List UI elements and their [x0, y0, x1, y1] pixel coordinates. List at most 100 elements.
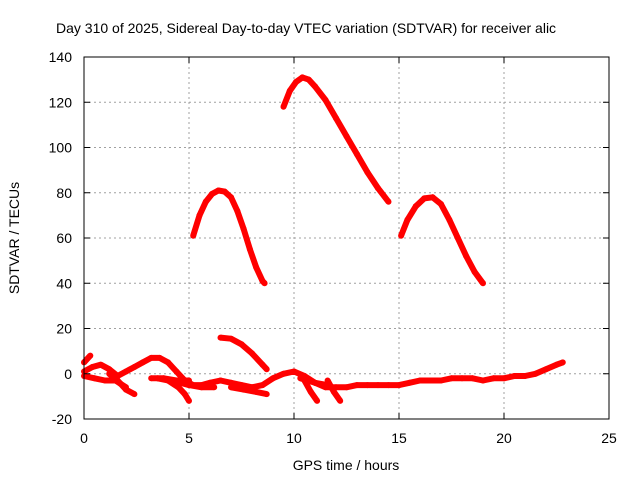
y-tick-label: 20: [56, 321, 72, 337]
data-point: [186, 382, 192, 389]
data-point: [253, 388, 260, 395]
data-point: [364, 169, 371, 176]
x-axis-label: GPS time / hours: [293, 457, 400, 473]
data-point: [160, 375, 167, 382]
y-axis-label: SDTVAR / TECUs: [6, 182, 22, 294]
data-point: [412, 203, 419, 210]
data-point: [165, 359, 171, 366]
y-tick-label: 60: [56, 230, 72, 246]
data-point: [559, 359, 566, 366]
data-point: [312, 83, 318, 90]
data-point: [261, 280, 268, 287]
data-point: [114, 377, 121, 384]
data-point: [364, 382, 371, 389]
data-point: [438, 201, 444, 208]
data-point: [427, 377, 434, 384]
data-point: [280, 103, 287, 110]
y-tick-label: 120: [49, 94, 73, 110]
data-point: [148, 375, 155, 382]
data-point: [102, 377, 108, 384]
data-point: [259, 382, 266, 389]
data-point: [446, 216, 453, 223]
data-point: [280, 370, 287, 377]
data-point: [139, 359, 146, 366]
data-point: [215, 187, 222, 194]
data-point: [396, 382, 402, 389]
x-tick-label: 25: [601, 430, 617, 446]
data-point: [87, 352, 94, 359]
tick-layer: 0 5 10 15 20 25 -20 0 20 40 60 80 100 120 140: [49, 49, 617, 446]
y-tick-label: 140: [49, 49, 73, 65]
data-point: [417, 377, 423, 384]
data-point: [463, 253, 470, 260]
data-point: [253, 264, 260, 271]
series-spur-c: [107, 371, 136, 397]
data-point: [543, 366, 549, 373]
data-point: [131, 391, 138, 398]
data-point: [97, 361, 104, 368]
data-point: [186, 397, 192, 404]
series-arc-2: [280, 74, 391, 204]
data-point: [480, 377, 486, 384]
data-point: [198, 384, 205, 391]
data-point: [324, 382, 331, 389]
data-point: [228, 335, 234, 342]
y-tick-label: 0: [64, 366, 72, 382]
data-point: [307, 388, 314, 395]
data-point: [343, 384, 350, 391]
data-point: [209, 190, 216, 197]
data-point: [490, 375, 497, 382]
y-tick-label: -20: [52, 411, 72, 427]
data-point: [123, 386, 129, 393]
data-point: [217, 334, 224, 341]
data-point: [263, 391, 270, 398]
data-point: [259, 361, 266, 368]
data-point: [177, 379, 184, 386]
y-tick-label: 40: [56, 275, 72, 291]
data-point: [91, 375, 98, 382]
series-spur-f: [179, 379, 215, 391]
data-point: [196, 212, 203, 219]
data-point: [123, 368, 129, 375]
data-point: [454, 235, 461, 241]
x-tick-label: 20: [496, 430, 512, 446]
data-point: [175, 384, 182, 391]
x-tick-label: 15: [391, 430, 407, 446]
data-point: [228, 379, 234, 386]
data-point: [469, 375, 476, 382]
data-point: [553, 361, 560, 368]
y-tick-label: 80: [56, 185, 72, 201]
data-point: [322, 97, 329, 103]
data-point: [156, 354, 163, 361]
data-point: [297, 375, 304, 382]
data-point: [246, 246, 253, 253]
data-point: [263, 366, 270, 373]
data-point: [240, 386, 247, 393]
data-point: [459, 375, 465, 382]
data-point: [217, 377, 224, 384]
data-point: [293, 78, 300, 85]
data-point: [448, 375, 455, 382]
data-point: [234, 207, 241, 214]
data-point: [385, 198, 392, 205]
y-tick-label: 100: [49, 140, 73, 156]
data-point: [398, 232, 405, 239]
x-tick-label: 0: [80, 430, 88, 446]
data-point: [406, 379, 413, 386]
data-point: [501, 375, 507, 382]
data-point: [429, 194, 436, 201]
data-point: [131, 364, 138, 370]
data-point: [202, 198, 209, 205]
series-arc-3: [398, 194, 486, 286]
data-point: [228, 384, 234, 391]
data-point: [480, 280, 486, 287]
data-point: [286, 87, 293, 94]
chart-title: Day 310 of 2025, Sidereal Day-to-day VTE…: [56, 20, 556, 36]
grid: [84, 57, 609, 419]
data-point: [190, 232, 197, 239]
series-spur-e: [151, 375, 189, 384]
data-point: [343, 133, 350, 140]
data-point: [106, 370, 113, 377]
data-point: [522, 373, 528, 379]
data-point: [354, 151, 360, 158]
